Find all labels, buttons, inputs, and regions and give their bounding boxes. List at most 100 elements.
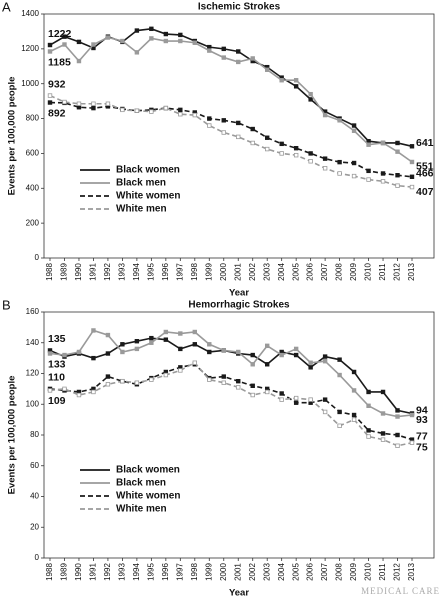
point	[91, 42, 96, 47]
x-tick-label: 2013	[407, 563, 416, 581]
point	[395, 432, 400, 438]
point	[337, 357, 342, 362]
point	[395, 443, 400, 448]
y-tick-label: 160	[26, 307, 40, 316]
point	[47, 93, 53, 98]
point	[207, 349, 212, 355]
point	[76, 39, 82, 45]
legend-label: White women	[116, 491, 180, 502]
point	[351, 369, 357, 375]
point	[293, 400, 299, 405]
legend-label: White men	[116, 504, 167, 515]
point	[163, 329, 169, 335]
plot-frame	[43, 311, 435, 559]
point	[308, 97, 313, 102]
point	[293, 84, 299, 89]
x-tick-label: 2009	[349, 563, 358, 581]
point	[221, 380, 226, 385]
y-tick-label: 400	[26, 183, 40, 192]
x-tick-label: 2006	[306, 263, 315, 281]
point	[308, 365, 313, 370]
point	[279, 78, 284, 83]
point	[351, 412, 357, 418]
point	[221, 348, 226, 353]
point	[308, 159, 313, 164]
point	[192, 112, 197, 118]
x-tick-label: 1998	[190, 563, 199, 581]
point	[149, 377, 154, 382]
point	[207, 48, 212, 53]
point	[91, 389, 96, 395]
data-label: 75	[416, 441, 428, 453]
watermark: MEDICAL CARE	[361, 586, 440, 596]
legend-label: Black men	[116, 478, 166, 489]
point	[409, 440, 415, 445]
point	[105, 351, 111, 356]
point	[409, 144, 415, 149]
x-tick-label: 2012	[393, 563, 402, 581]
data-label: 94	[416, 404, 428, 416]
data-label: 1222	[48, 28, 72, 40]
x-tick-label: 2008	[335, 563, 344, 581]
x-tick-label: 1993	[118, 263, 127, 281]
point	[134, 380, 140, 385]
point	[293, 145, 299, 151]
point	[149, 36, 154, 41]
point	[120, 349, 125, 355]
x-tick-label: 1991	[89, 263, 98, 281]
x-tick-label: 1990	[74, 563, 83, 581]
chart-title: Ischemic Strokes	[198, 2, 281, 13]
data-label: 466	[416, 168, 434, 180]
point	[308, 91, 313, 97]
point	[366, 389, 371, 395]
point	[366, 142, 371, 147]
point	[207, 342, 212, 347]
point	[395, 140, 400, 146]
point	[120, 378, 125, 384]
x-tick-label: 1989	[60, 263, 69, 281]
point	[105, 35, 111, 40]
point	[207, 44, 212, 50]
data-label: 932	[48, 78, 66, 90]
point	[236, 385, 241, 390]
point	[395, 408, 400, 413]
data-label: 93	[416, 414, 428, 426]
point	[105, 374, 111, 379]
y-tick-label: 800	[26, 114, 40, 123]
x-tick-label: 2012	[393, 263, 402, 281]
point	[163, 38, 169, 44]
point	[308, 397, 313, 402]
x-tick-label: 1991	[89, 563, 98, 581]
y-tick-label: 600	[26, 149, 40, 158]
point	[250, 383, 255, 388]
point	[395, 149, 400, 154]
point	[351, 417, 357, 422]
point	[105, 332, 111, 338]
point	[76, 58, 82, 64]
x-tick-label: 2013	[407, 263, 416, 281]
point	[308, 151, 313, 156]
data-label: 110	[48, 372, 65, 384]
x-tick-label: 1995	[146, 563, 155, 581]
y-tick-label: 1400	[21, 9, 39, 18]
point	[120, 38, 125, 44]
series-line	[49, 329, 413, 418]
point	[351, 123, 357, 128]
point	[366, 434, 371, 439]
x-tick-label: 1988	[45, 263, 54, 281]
x-tick-label: 2000	[219, 263, 228, 281]
point	[62, 386, 67, 392]
point	[380, 431, 386, 436]
point	[380, 437, 386, 442]
point	[322, 166, 328, 171]
point	[250, 126, 255, 132]
point	[105, 382, 111, 387]
x-tick-label: 1992	[103, 563, 112, 581]
series-line	[49, 94, 413, 188]
point	[62, 42, 67, 47]
point	[178, 112, 183, 117]
point	[264, 67, 270, 72]
point	[351, 173, 357, 179]
x-tick-label: 2011	[378, 563, 387, 581]
point	[163, 337, 169, 342]
